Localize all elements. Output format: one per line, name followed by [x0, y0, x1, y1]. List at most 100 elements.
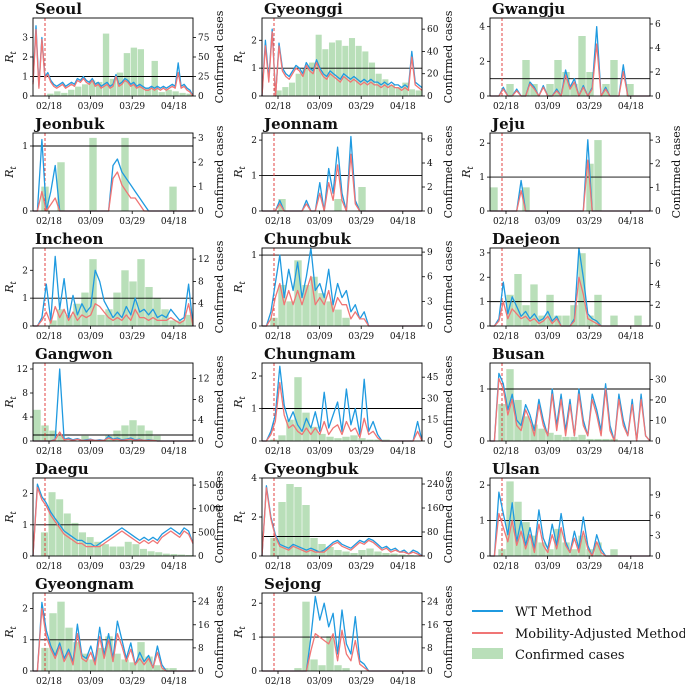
- x-tick-label: 03/09: [535, 102, 561, 112]
- x-tick-label: 03/29: [576, 332, 602, 342]
- x-tick-label: 04/18: [161, 217, 187, 227]
- y2-tick-label: 20: [655, 396, 667, 406]
- y2-axis-label: Confirmed cases: [213, 240, 226, 333]
- y2-tick-label: 50: [198, 53, 210, 63]
- case-bar: [530, 84, 538, 96]
- x-tick-label: 02/18: [36, 217, 62, 227]
- x-tick-label: 04/18: [161, 332, 187, 342]
- mobility-adjusted-line: [32, 29, 194, 97]
- case-bar: [113, 653, 121, 671]
- y-tick-label: 2: [251, 136, 257, 146]
- y-tick-label: 1: [479, 385, 485, 395]
- case-bar: [506, 84, 514, 96]
- case-bar: [318, 665, 326, 671]
- y-axis-label: Rt: [3, 280, 18, 293]
- wt-method-line: [261, 485, 423, 557]
- y-tick-label: 8: [22, 389, 28, 399]
- case-bar: [546, 294, 554, 326]
- legend-confirmed-label: Confirmed cases: [515, 648, 625, 663]
- y-tick-label: 0: [479, 552, 485, 562]
- case-bar: [408, 89, 416, 96]
- y2-tick-label: 16: [198, 621, 210, 631]
- case-bar: [406, 555, 414, 556]
- case-bar: [295, 73, 302, 96]
- y-tick-label: 3: [22, 34, 28, 44]
- case-bar: [538, 428, 546, 441]
- y2-tick-label: 0: [198, 207, 204, 217]
- case-bar: [139, 548, 147, 556]
- mobility-adjusted-line: [33, 431, 193, 442]
- x-tick-label: 03/09: [535, 217, 561, 227]
- y-axis-label: Rt: [232, 510, 247, 523]
- panel-gangwon: 0 4 8 12 0 4 8 12 02/18 03/09 03/29 04/18 Gangwon Rt C…: [3, 345, 226, 457]
- y2-tick-label: 3: [655, 136, 661, 146]
- case-bar: [270, 317, 278, 326]
- case-bar: [68, 89, 75, 96]
- y-tick-label: 4: [251, 474, 257, 484]
- case-bar: [326, 301, 334, 326]
- case-bar: [153, 298, 161, 326]
- x-tick-label: 03/09: [307, 332, 333, 342]
- y2-tick-label: 0: [198, 667, 204, 677]
- case-bar: [151, 60, 158, 96]
- y2-tick-label: 8: [198, 644, 204, 654]
- y2-tick-label: 6: [427, 273, 433, 283]
- panel-chungnam: 0 1 2 0 15 30 45 02/18 03/09 03/29 04/18 Chungnam Rt…: [232, 345, 455, 457]
- panel-title: Incheon: [35, 230, 104, 248]
- case-bar: [282, 87, 289, 96]
- y-tick-label: 0: [22, 667, 28, 677]
- x-tick-label: 03/29: [348, 677, 374, 685]
- y2-tick-label: 1: [655, 183, 661, 193]
- case-bar: [71, 522, 79, 556]
- panel-seoul: 0 1 2 3 0 25 50 75 02/18 03/09 03/29 04/18 Seoul Rt Co…: [3, 0, 226, 112]
- panel-title: Sejong: [264, 575, 322, 593]
- y-tick-label: 1: [22, 73, 28, 83]
- case-bar: [522, 305, 530, 326]
- plot-frame: [261, 362, 423, 442]
- x-tick-label: 04/18: [618, 447, 644, 457]
- case-bar: [286, 301, 294, 326]
- y2-tick-label: 6: [655, 260, 661, 270]
- x-tick-label: 03/09: [307, 447, 333, 457]
- y-axis-label: Rt: [3, 510, 18, 523]
- y2-axis-label: Confirmed cases: [213, 470, 226, 563]
- case-bar: [170, 554, 178, 556]
- case-bar: [342, 436, 350, 441]
- y-tick-label: 0: [251, 552, 257, 562]
- x-tick-label: 04/18: [618, 562, 644, 572]
- y2-tick-label: 6: [427, 135, 433, 145]
- case-bar: [358, 438, 366, 441]
- case-bar: [538, 542, 546, 556]
- case-bar: [302, 601, 310, 671]
- case-bar: [388, 84, 396, 96]
- x-tick-label: 03/29: [576, 447, 602, 457]
- panel-jeju: 0 1 2 0 1 2 3 02/18 03/09 03/29 04/18 Jeju Rt Confirm…: [460, 115, 683, 227]
- y2-tick-label: 0: [655, 322, 661, 332]
- x-tick-label: 02/18: [265, 677, 291, 685]
- wt-method-line: [33, 368, 193, 442]
- panel-jeonnam: 0 1 2 0 2 4 6 02/18 03/09 03/29 04/18 Jeonnam Rt Conf…: [232, 115, 455, 227]
- case-bar: [165, 89, 172, 96]
- case-bar: [538, 315, 546, 326]
- case-bar: [145, 430, 153, 441]
- case-bar: [514, 274, 522, 326]
- y-tick-label: 0: [479, 322, 485, 332]
- y2-tick-label: 3: [198, 134, 204, 144]
- case-bar: [278, 435, 286, 441]
- case-bar: [342, 551, 350, 556]
- x-tick-label: 04/18: [161, 562, 187, 572]
- y2-tick-label: 0: [427, 92, 433, 102]
- case-bar: [578, 535, 586, 556]
- case-bar: [33, 409, 41, 441]
- case-bar: [179, 92, 186, 96]
- y2-tick-label: 16: [427, 621, 439, 631]
- case-bar: [522, 187, 530, 211]
- case-bar: [129, 420, 137, 441]
- case-bar: [514, 399, 522, 441]
- x-tick-label: 03/29: [119, 102, 145, 112]
- y-tick-label: 1: [479, 173, 485, 183]
- y2-axis-label: Confirmed cases: [670, 125, 683, 218]
- x-tick-label: 02/18: [36, 562, 62, 572]
- y-tick-label: 12: [17, 365, 28, 375]
- y2-tick-label: 0: [427, 552, 433, 562]
